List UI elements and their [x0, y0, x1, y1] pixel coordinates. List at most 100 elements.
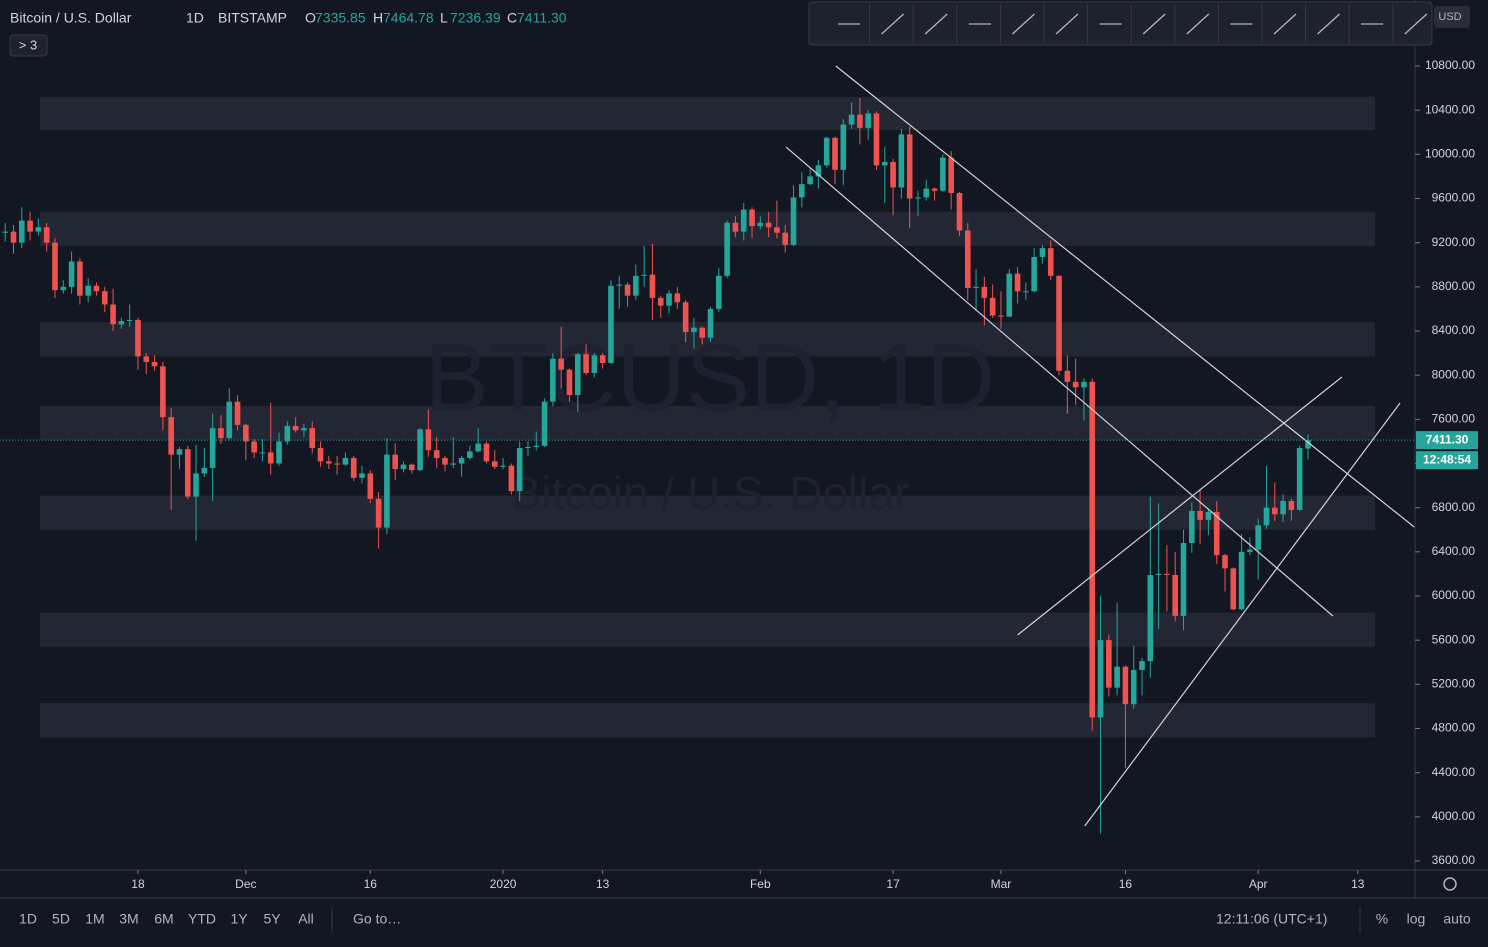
tool-icon[interactable]: [1317, 13, 1341, 35]
price-tag-box: [1416, 431, 1478, 450]
candle-body: [43, 227, 50, 243]
option-button[interactable]: %: [1376, 911, 1388, 927]
range-button[interactable]: 1M: [85, 911, 104, 927]
y-tick-label: 5600.00: [1432, 632, 1476, 646]
tool-icon[interactable]: [881, 13, 905, 35]
candle-body: [923, 188, 930, 198]
candle-body: [209, 428, 216, 468]
x-tick-label: Mar: [991, 877, 1012, 891]
interval: 1D: [186, 10, 204, 26]
y-tick-label: 8800.00: [1432, 279, 1476, 293]
candle-body: [574, 354, 581, 396]
tool-icon[interactable]: [1055, 13, 1079, 35]
tool-icon[interactable]: [1186, 13, 1210, 35]
candle-body: [633, 275, 639, 296]
range-button[interactable]: YTD: [188, 911, 216, 927]
x-tick-label: 18: [131, 877, 145, 891]
candle-body: [458, 457, 465, 464]
candle-body: [1172, 575, 1179, 616]
candle-body: [1064, 370, 1071, 382]
tool-icon[interactable]: [1273, 13, 1297, 35]
option-button[interactable]: auto: [1443, 911, 1470, 927]
x-tick-label: Feb: [750, 877, 771, 891]
x-tick-label: 17: [886, 877, 900, 891]
range-button[interactable]: 1D: [19, 911, 37, 927]
y-tick-label: 3600.00: [1432, 853, 1476, 867]
candle-body: [898, 134, 905, 188]
y-tick-label: 4400.00: [1432, 765, 1476, 779]
watermark: BTCUSD, 1D: [425, 324, 996, 431]
candle-body: [790, 197, 797, 245]
range-button[interactable]: All: [298, 911, 314, 927]
candle-body: [375, 498, 382, 528]
candle-body: [267, 452, 274, 464]
candle-body: [716, 275, 722, 309]
candle-body: [1089, 381, 1096, 718]
range-button[interactable]: 5Y: [263, 911, 281, 927]
candle-body: [973, 286, 979, 288]
candle-body: [367, 473, 374, 499]
candle-body: [110, 304, 116, 325]
settings-icon[interactable]: [1443, 877, 1457, 891]
clock: 12:11:06 (UTC+1): [1216, 911, 1327, 927]
tool-icon[interactable]: [1404, 13, 1428, 35]
indicator-badge-box[interactable]: [9, 34, 48, 57]
candle-body: [616, 284, 623, 286]
range-button[interactable]: 1Y: [230, 911, 248, 927]
range-button[interactable]: 3M: [119, 911, 138, 927]
currency[interactable]: USD: [1438, 11, 1461, 23]
candle-body: [948, 157, 954, 193]
candle-body: [184, 449, 191, 497]
price-tag: 7411.30: [1426, 432, 1469, 446]
candle-body: [1222, 555, 1228, 569]
candle-body: [101, 291, 108, 305]
candle-body: [118, 321, 125, 325]
candle-body: [1014, 273, 1021, 292]
watermark-sub: Bitcoin / U.S. Dollar: [511, 467, 910, 519]
goto[interactable]: Go to…: [353, 911, 401, 927]
ohlc-value: 7464.78: [383, 10, 434, 26]
candle-body: [276, 441, 282, 464]
zone: [40, 703, 1375, 738]
indicator-badge[interactable]: > 3: [19, 37, 37, 52]
range-button[interactable]: 6M: [154, 911, 173, 927]
tool-icon[interactable]: [1011, 13, 1035, 35]
candle-body: [550, 358, 556, 402]
candle-body: [1106, 640, 1112, 688]
tool-icon[interactable]: [1142, 13, 1166, 35]
candle-body: [409, 464, 415, 471]
option-button[interactable]: log: [1407, 911, 1426, 927]
candle-body: [201, 467, 208, 474]
candle-body: [823, 137, 830, 166]
candle-body: [1197, 510, 1203, 520]
candle-body: [1147, 575, 1154, 662]
candle-body: [342, 457, 349, 465]
candle-body: [317, 448, 324, 462]
range-button[interactable]: 5D: [52, 911, 70, 927]
tool-icon[interactable]: [924, 13, 948, 35]
candle-body: [1263, 507, 1270, 526]
candle-body: [724, 222, 730, 276]
x-tick-label: 16: [364, 877, 378, 891]
candle-body: [168, 417, 174, 455]
zone: [40, 495, 1375, 530]
candle-body: [1205, 512, 1212, 520]
trend-line: [835, 65, 1415, 528]
candle-body: [799, 184, 805, 198]
candle-body: [732, 222, 739, 232]
candle-body: [292, 425, 299, 431]
candle-body: [1114, 666, 1120, 688]
candle-body: [475, 443, 481, 452]
y-tick-label: 7600.00: [1432, 412, 1476, 426]
candle-body: [608, 285, 614, 364]
candle-body: [359, 473, 365, 478]
ohlc-letter: O: [305, 10, 316, 26]
candle-body: [309, 428, 316, 449]
trend-line: [785, 146, 1334, 617]
x-tick-label: 16: [1119, 877, 1133, 891]
x-tick-label: Apr: [1249, 877, 1268, 891]
currency-box[interactable]: [1434, 6, 1470, 28]
candle-body: [10, 231, 17, 243]
